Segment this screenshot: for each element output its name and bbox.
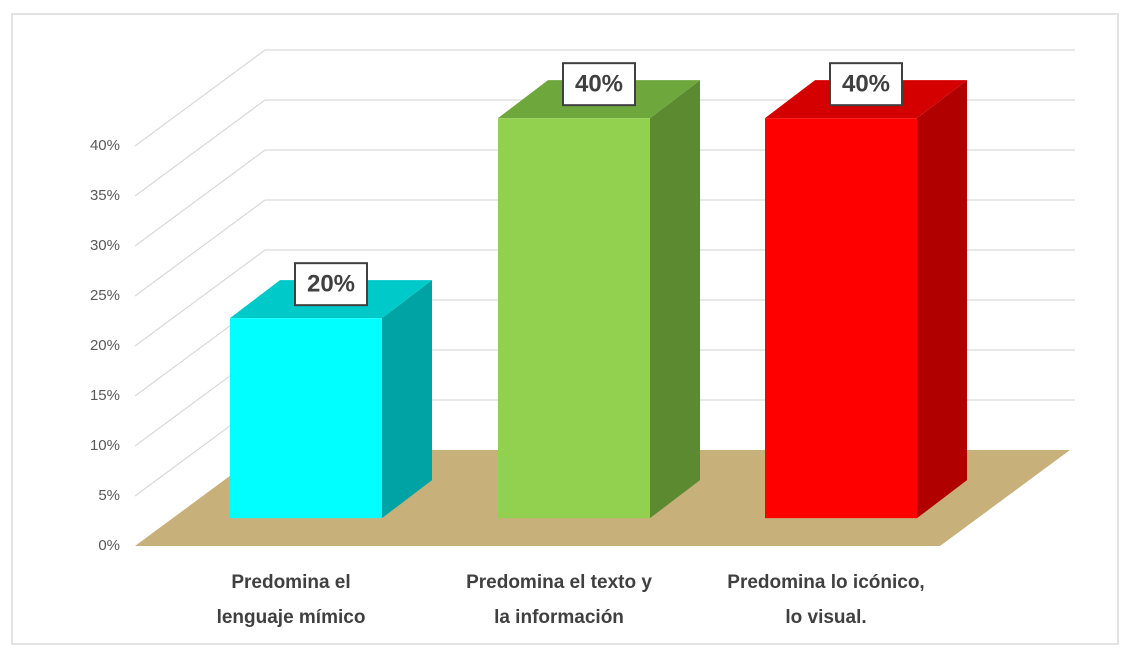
grid-line [134, 149, 266, 247]
x-tick-label: Predomina el texto y [466, 572, 652, 593]
y-tick-label: 35% [90, 187, 120, 204]
value-label: 20% [307, 271, 355, 298]
x-tick-label: lenguaje mímico [217, 607, 366, 628]
value-label-box [294, 262, 368, 307]
x-tick-label: lo visual. [785, 607, 866, 628]
y-tick-label: 30% [90, 237, 120, 254]
value-label-box [562, 62, 636, 107]
grid-line [134, 199, 266, 297]
bar [765, 118, 917, 519]
bar [498, 118, 650, 519]
y-tick-label: 5% [98, 487, 120, 504]
grid-line [134, 249, 266, 347]
y-tick-label: 0% [98, 537, 120, 554]
chart-frame [11, 13, 1119, 645]
value-label: 40% [842, 71, 890, 98]
y-tick-label: 40% [90, 137, 120, 154]
bar-side [382, 280, 432, 519]
grid-line [134, 99, 266, 197]
x-tick-label: Predomina lo icónico, [727, 572, 924, 593]
y-tick-label: 15% [90, 387, 120, 404]
y-tick-label: 25% [90, 287, 120, 304]
bar [230, 318, 382, 519]
x-tick-label: la información [494, 607, 624, 628]
y-tick-label: 20% [90, 337, 120, 354]
bar-side [917, 80, 967, 519]
bar-side [650, 80, 700, 519]
x-tick-label: Predomina el [231, 572, 350, 593]
y-tick-label: 10% [90, 437, 120, 454]
grid-line [134, 49, 266, 147]
value-label-box [829, 62, 903, 107]
value-label: 40% [575, 71, 623, 98]
